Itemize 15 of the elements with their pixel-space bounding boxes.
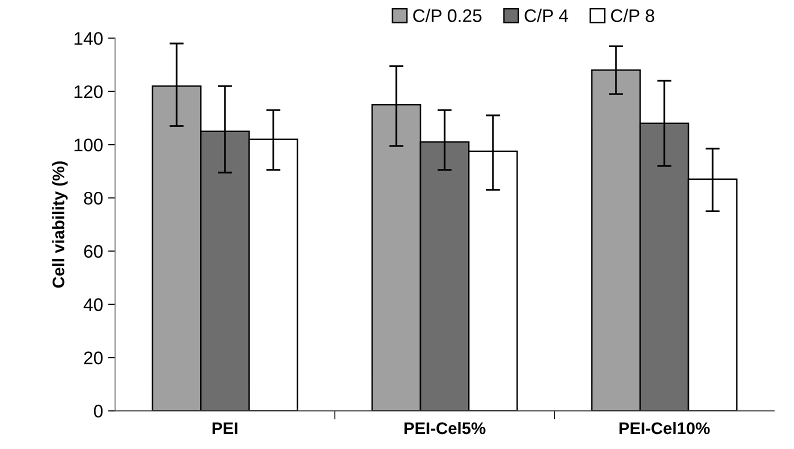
y-tick-label: 0: [94, 404, 103, 418]
legend-label: C/P 0.25: [413, 8, 482, 22]
legend-label: C/P 4: [524, 8, 568, 22]
x-tick-label: PEI-Cel10%: [620, 422, 710, 434]
y-tick-label: 20: [84, 352, 103, 364]
y-tick-label: 80: [84, 192, 103, 205]
y-tick-label: 140: [74, 32, 103, 45]
x-tick-label: PEI-Cel5%: [404, 422, 486, 434]
y-tick-label: 60: [84, 245, 103, 258]
y-tick-label: 120: [74, 85, 103, 98]
y-axis-title: Cell viability (%): [52, 161, 68, 288]
y-tick-label: 40: [84, 298, 103, 312]
y-tick-label: 100: [74, 138, 103, 152]
x-tick-label: PEI: [212, 422, 238, 434]
legend-label: C/P 8: [611, 8, 654, 22]
